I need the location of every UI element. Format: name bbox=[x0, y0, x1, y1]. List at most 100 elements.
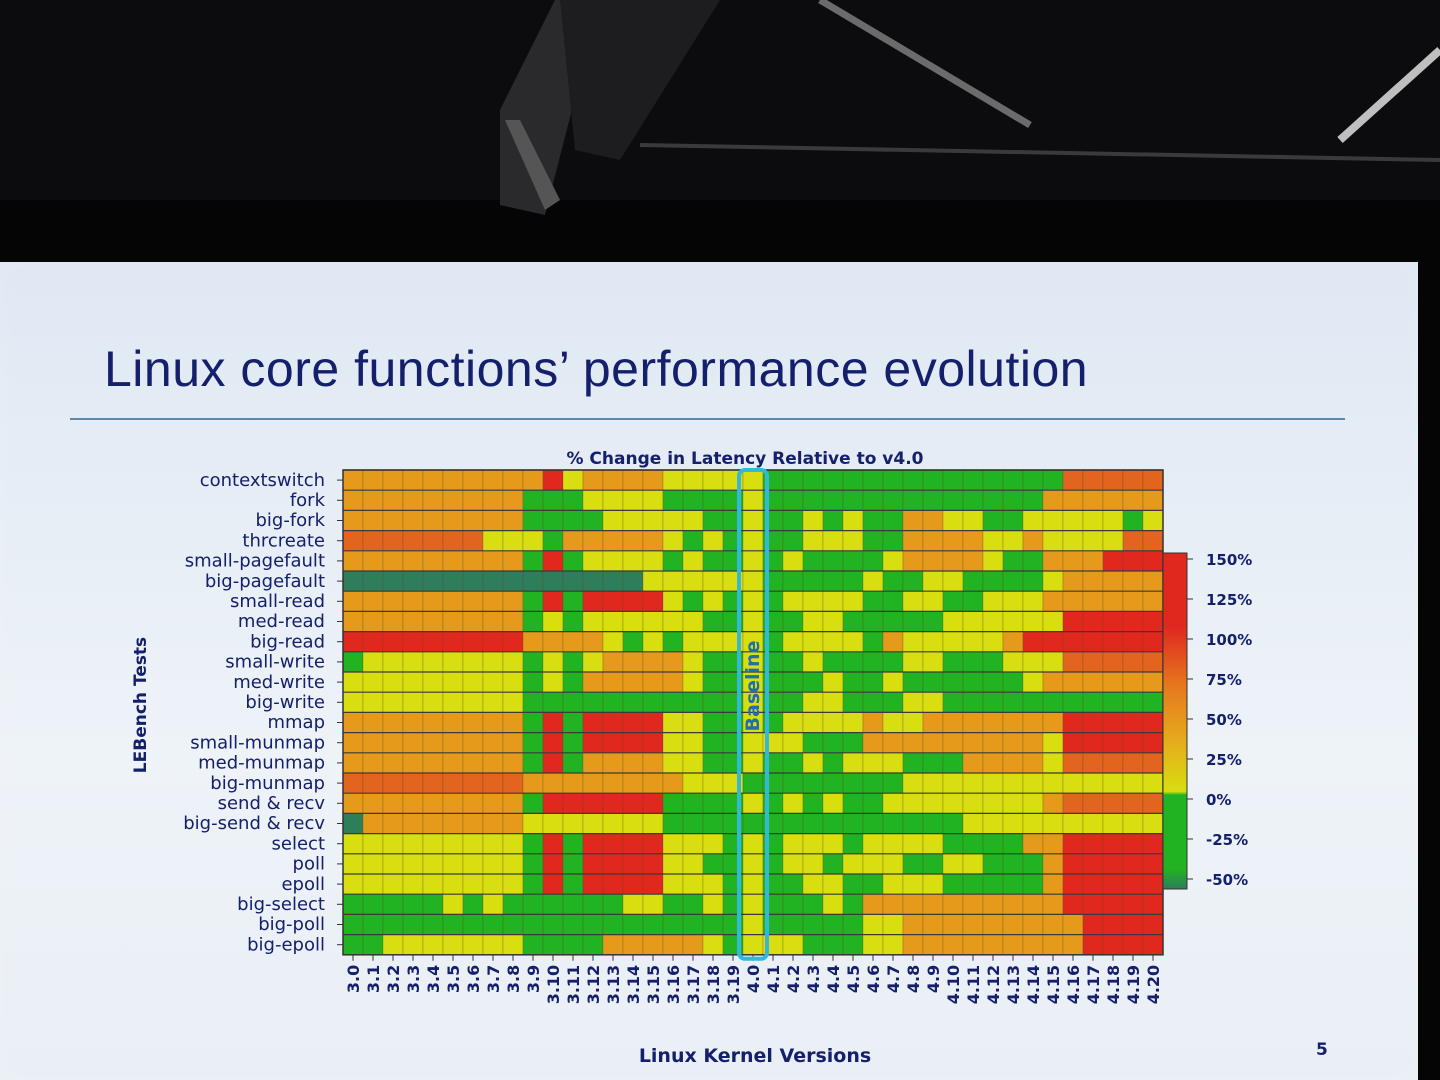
heatmap-cell bbox=[1122, 732, 1144, 754]
heatmap-cell bbox=[682, 691, 704, 713]
heatmap-cell bbox=[362, 853, 384, 875]
heatmap-cell bbox=[542, 691, 564, 713]
heatmap-cell bbox=[782, 611, 804, 632]
heatmap-cell bbox=[462, 530, 484, 552]
heatmap-cell bbox=[342, 611, 364, 632]
heatmap-cell bbox=[1022, 772, 1044, 794]
heatmap-cell bbox=[862, 914, 884, 935]
heatmap-cell bbox=[782, 873, 804, 895]
heatmap-cell bbox=[842, 590, 864, 612]
heatmap-cell bbox=[822, 671, 844, 693]
heatmap-cell bbox=[862, 893, 884, 915]
heatmap-cell bbox=[842, 914, 864, 935]
heatmap-cell bbox=[1082, 691, 1104, 713]
heatmap-cell bbox=[842, 510, 864, 531]
heatmap-cell bbox=[982, 691, 1004, 713]
column-label: 4.19 bbox=[1124, 965, 1143, 1004]
heatmap-cell bbox=[402, 489, 424, 511]
heatmap-cell bbox=[522, 530, 544, 552]
heatmap-cell bbox=[1142, 712, 1164, 733]
heatmap-cell bbox=[362, 691, 384, 713]
column-label: 4.0 bbox=[744, 965, 763, 993]
heatmap-cell bbox=[802, 752, 824, 774]
heatmap-cell bbox=[802, 833, 824, 855]
heatmap-cell bbox=[902, 550, 924, 572]
heatmap-cell bbox=[702, 732, 724, 754]
x-axis-title: Linux Kernel Versions bbox=[639, 1045, 871, 1067]
heatmap-cell bbox=[782, 792, 804, 814]
heatmap-cell bbox=[882, 833, 904, 855]
heatmap-cell bbox=[842, 651, 864, 673]
heatmap-cell bbox=[442, 792, 464, 814]
heatmap-cell bbox=[642, 813, 664, 834]
heatmap-cell bbox=[362, 651, 384, 673]
heatmap-cell bbox=[442, 570, 464, 592]
heatmap-cell bbox=[822, 893, 844, 915]
heatmap-cell bbox=[482, 833, 504, 855]
heatmap-cell bbox=[1022, 671, 1044, 693]
heatmap-cell bbox=[962, 813, 984, 834]
heatmap-cell bbox=[982, 530, 1004, 552]
heatmap-cell bbox=[462, 934, 484, 956]
heatmap-cell bbox=[922, 732, 944, 754]
heatmap-cell bbox=[422, 873, 444, 895]
heatmap-cell bbox=[702, 934, 724, 956]
heatmap-cell bbox=[862, 833, 884, 855]
heatmap-cell bbox=[742, 510, 764, 531]
heatmap-cell bbox=[1082, 530, 1104, 552]
heatmap-cell bbox=[1142, 914, 1164, 935]
heatmap-cell bbox=[982, 590, 1004, 612]
heatmap-cell bbox=[662, 651, 684, 673]
heatmap-cell bbox=[802, 611, 824, 632]
heatmap-cell bbox=[1002, 530, 1024, 552]
heatmap-cell bbox=[1142, 611, 1164, 632]
heatmap-cell bbox=[442, 489, 464, 511]
heatmap-cell bbox=[522, 651, 544, 673]
heatmap-cell bbox=[742, 772, 764, 794]
heatmap-cell bbox=[1002, 712, 1024, 733]
heatmap-cell bbox=[1122, 893, 1144, 915]
heatmap-cell bbox=[1122, 469, 1144, 491]
heatmap-cell bbox=[822, 530, 844, 552]
heatmap-cell bbox=[522, 489, 544, 511]
heatmap-cell bbox=[802, 631, 824, 653]
row-label: poll bbox=[293, 854, 325, 875]
heatmap-cell bbox=[1062, 792, 1084, 814]
heatmap-cell bbox=[1082, 631, 1104, 653]
heatmap-cell bbox=[1002, 469, 1024, 491]
heatmap-cell bbox=[962, 934, 984, 956]
heatmap-cell bbox=[1002, 772, 1024, 794]
heatmap-cell bbox=[442, 914, 464, 935]
column-label: 3.19 bbox=[724, 965, 743, 1004]
heatmap-cell bbox=[962, 570, 984, 592]
heatmap-cell bbox=[542, 833, 564, 855]
heatmap-cell bbox=[1002, 914, 1024, 935]
heatmap-cell bbox=[1042, 611, 1064, 632]
heatmap-cell bbox=[1142, 813, 1164, 834]
row-label: big-poll bbox=[258, 914, 325, 935]
heatmap-cell bbox=[742, 914, 764, 935]
heatmap-cell bbox=[962, 590, 984, 612]
heatmap-cell bbox=[622, 510, 644, 531]
column-label: 4.8 bbox=[904, 965, 923, 993]
heatmap-cell bbox=[682, 469, 704, 491]
heatmap-cell bbox=[1042, 914, 1064, 935]
heatmap-cell bbox=[702, 873, 724, 895]
heatmap-cell bbox=[622, 732, 644, 754]
heatmap-cell bbox=[842, 893, 864, 915]
heatmap-cell bbox=[702, 671, 724, 693]
heatmap-cell bbox=[982, 550, 1004, 572]
heatmap-cell bbox=[482, 550, 504, 572]
heatmap-cell bbox=[742, 873, 764, 895]
heatmap-cell bbox=[542, 893, 564, 915]
heatmap-cell bbox=[382, 530, 404, 552]
heatmap-cell bbox=[582, 893, 604, 915]
heatmap-cell bbox=[362, 792, 384, 814]
heatmap-cell bbox=[1022, 833, 1044, 855]
heatmap-cell bbox=[622, 752, 644, 774]
heatmap-cell bbox=[902, 671, 924, 693]
heatmap-cell bbox=[562, 671, 584, 693]
heatmap-cell bbox=[562, 732, 584, 754]
heatmap-cell bbox=[562, 813, 584, 834]
